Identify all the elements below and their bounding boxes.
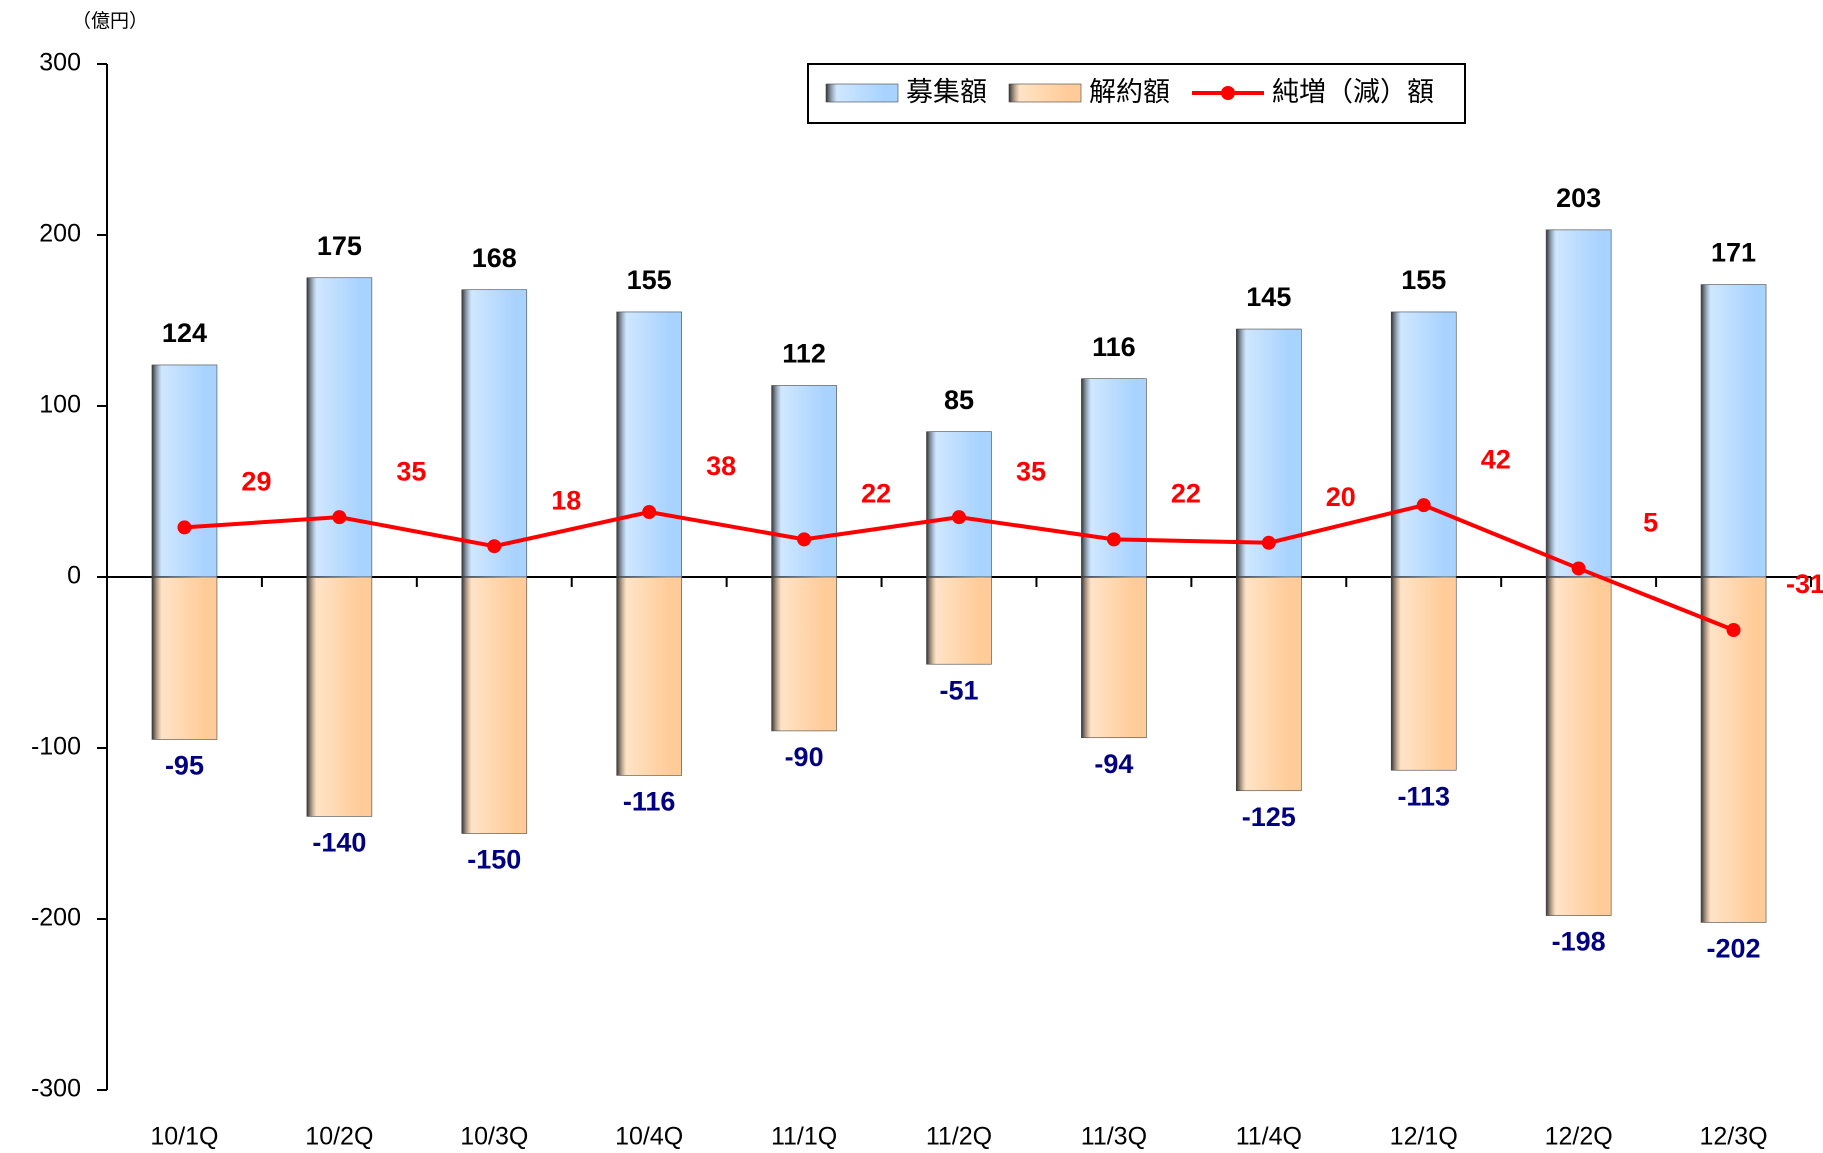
line-point [1261, 535, 1276, 550]
line-value-label: 35 [1016, 456, 1046, 486]
bar [616, 311, 682, 578]
y-tick-label: -100 [31, 733, 81, 761]
bar [771, 576, 837, 732]
x-tick-label: 10/2Q [305, 1123, 373, 1151]
legend-box [807, 63, 1466, 124]
bar-value-label: 85 [944, 385, 974, 415]
x-tick-label: 10/1Q [150, 1123, 218, 1151]
x-tick-label: 11/4Q [1236, 1123, 1302, 1151]
line-value-label: 5 [1643, 508, 1658, 538]
bar [1081, 378, 1147, 578]
line-point [797, 532, 812, 547]
line-value-label: 35 [396, 456, 426, 486]
bar [1545, 576, 1612, 916]
bar-value-label: -125 [1242, 802, 1296, 832]
line-value-label: 29 [241, 467, 271, 497]
bar-value-label: 112 [782, 339, 826, 369]
bar [306, 576, 373, 817]
line-value-label: -31 [1786, 569, 1823, 599]
x-tick-label: 10/3Q [460, 1123, 528, 1151]
bar [1700, 284, 1767, 578]
bar-value-label: -198 [1552, 927, 1606, 957]
bar-value-label: -95 [165, 751, 204, 781]
line-value-label: 18 [551, 485, 581, 515]
unit-label: （億円） [72, 10, 148, 32]
bar-value-label: 116 [1092, 332, 1136, 362]
bar [616, 576, 682, 776]
bar [1390, 576, 1457, 771]
bar [1545, 229, 1612, 578]
bar-value-label: -202 [1707, 934, 1761, 964]
line-point [487, 539, 502, 554]
line-point [952, 510, 966, 525]
bar [1236, 576, 1302, 792]
bar-value-label: -51 [939, 675, 978, 705]
bar-value-label: -94 [1094, 749, 1133, 779]
legend-label: 純増（減）額 [1272, 77, 1434, 107]
line-value-label: 38 [706, 451, 736, 481]
bar-value-label: 203 [1556, 183, 1601, 213]
bar-value-label: 171 [1711, 238, 1756, 268]
x-tick-label: 12/2Q [1545, 1123, 1613, 1151]
legend-swatch [1008, 83, 1082, 103]
line-value-label: 22 [1171, 479, 1201, 509]
bar [461, 576, 528, 834]
legend-swatch [1221, 86, 1235, 100]
line-point [642, 505, 657, 520]
y-tick-label: -200 [31, 904, 81, 932]
line-value-label: 20 [1326, 482, 1356, 512]
line-point [177, 520, 192, 535]
y-tick-label: 100 [39, 391, 81, 419]
legend-swatch [825, 83, 899, 103]
bar [1081, 576, 1147, 739]
line-point [1571, 561, 1586, 576]
bar-value-label: -140 [312, 828, 366, 858]
line-point [1726, 623, 1741, 638]
x-tick-label: 11/3Q [1081, 1123, 1147, 1151]
bar [1390, 311, 1457, 578]
bar-value-label: 155 [627, 265, 672, 295]
bar [926, 576, 992, 665]
bar-value-label: 168 [472, 243, 517, 273]
bar [461, 289, 528, 578]
line-point [1106, 532, 1121, 547]
bar-value-label: -90 [785, 742, 824, 772]
bar-value-label: -113 [1397, 781, 1450, 811]
legend-label: 解約額 [1089, 77, 1170, 107]
x-tick-label: 12/3Q [1699, 1123, 1767, 1151]
bar-value-label: 155 [1401, 265, 1446, 295]
y-tick-label: -300 [31, 1075, 81, 1103]
x-tick-label: 11/1Q [771, 1123, 837, 1151]
bar-value-label: -116 [623, 786, 676, 816]
bar [151, 364, 218, 578]
bar-value-label: 124 [162, 318, 207, 348]
y-tick-label: 0 [67, 562, 81, 590]
line-point [332, 510, 347, 525]
bar-value-label: 175 [317, 231, 362, 261]
bar-value-label: -150 [467, 845, 521, 875]
x-tick-label: 12/1Q [1390, 1123, 1458, 1151]
bar-value-label: 145 [1246, 282, 1291, 312]
bar [306, 277, 373, 578]
y-tick-label: 300 [39, 49, 81, 77]
y-tick-label: 200 [39, 220, 81, 248]
x-tick-label: 10/4Q [615, 1123, 683, 1151]
legend-label: 募集額 [906, 77, 987, 107]
bar [151, 576, 218, 740]
bar [771, 385, 837, 578]
line-value-label: 22 [861, 479, 891, 509]
bar [926, 431, 992, 578]
line-point [1416, 498, 1431, 513]
line-value-label: 42 [1481, 444, 1511, 474]
x-tick-label: 11/2Q [926, 1123, 992, 1151]
